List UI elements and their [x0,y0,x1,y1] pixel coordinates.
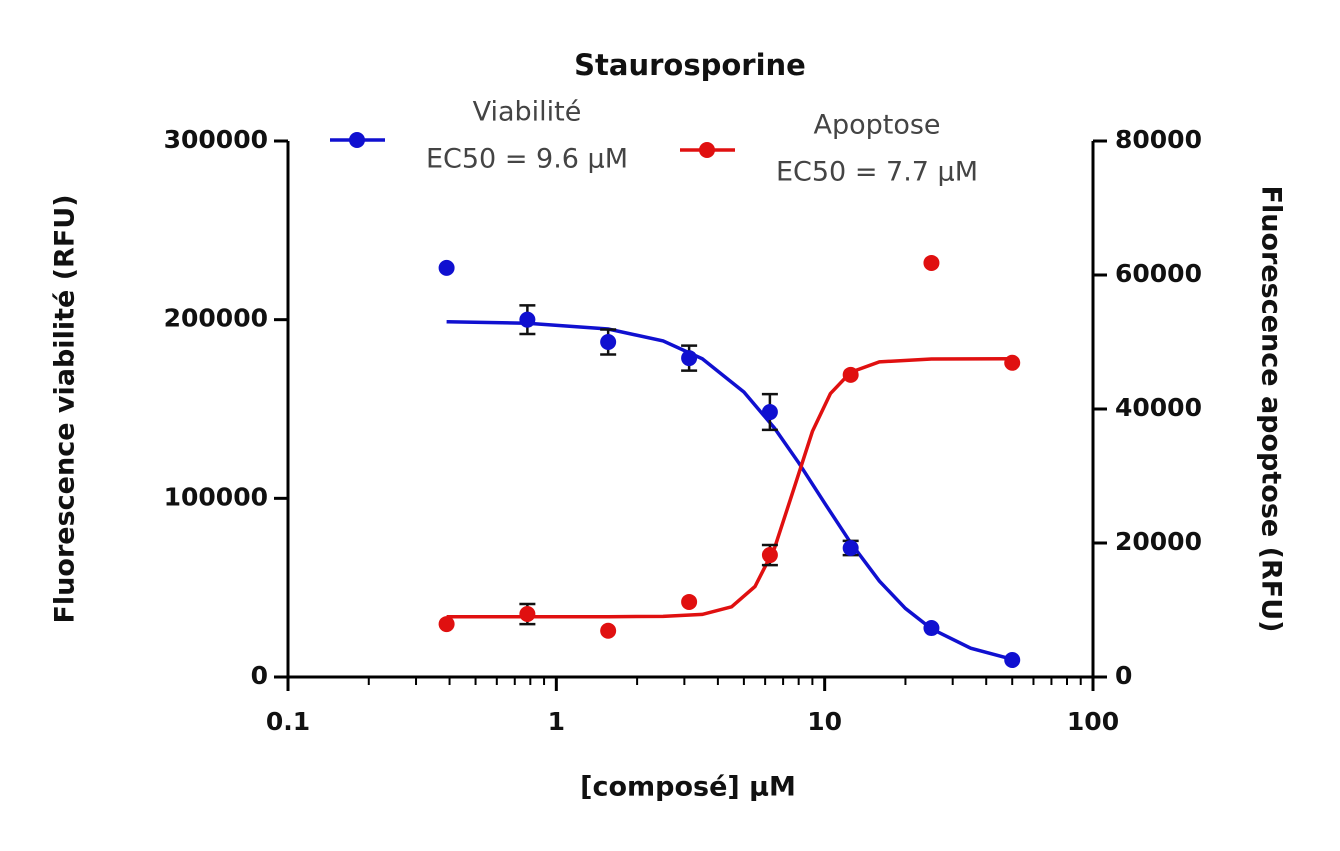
y-tick-label: 100000 [164,482,268,511]
y2-tick-label: 0 [1115,661,1132,690]
legend-annotation: EC50 = 9.6 µM [426,144,628,175]
data-point [681,593,698,610]
y2-axis-label: Fluorescence apoptose (RFU) [1256,186,1287,633]
x-tick-label: 100 [1067,707,1119,736]
data-point [842,540,859,557]
x-tick-label: 1 [548,707,565,736]
x-tick-label: 0.1 [266,707,310,736]
y2-tick-label: 80000 [1115,125,1202,154]
chart-title: Staurosporine [574,48,806,82]
legend-marker [349,132,365,148]
data-point [761,547,778,564]
data-point [438,259,455,276]
data-point [1004,652,1021,669]
data-point [1004,354,1021,371]
legend-annotation: EC50 = 7.7 µM [776,157,978,188]
data-point [600,334,617,350]
fit-curve [446,357,1013,619]
y2-tick-label: 60000 [1115,259,1202,288]
x-tick-label: 10 [807,707,842,736]
legend-label: Apoptose [813,110,940,141]
y-tick-label: 300000 [164,125,268,154]
y-tick-label: 0 [251,661,268,690]
y-tick-label: 200000 [164,304,268,333]
data-point [600,622,617,639]
data-point [519,606,536,623]
x-axis-label: [composé] µM [580,772,796,803]
data-point [923,620,940,637]
data-point [923,254,940,271]
data-point [761,404,778,421]
y2-tick-label: 40000 [1115,393,1202,422]
data-point [681,350,698,367]
data-point [438,616,455,633]
legend-marker [699,142,715,158]
data-point [519,311,536,328]
fit-curve [446,320,1013,661]
data-point [842,366,859,383]
legend-label: Viabilité [473,97,582,128]
y2-tick-label: 20000 [1115,527,1202,556]
y-axis-label: Fluorescence viabilité (RFU) [50,194,81,623]
